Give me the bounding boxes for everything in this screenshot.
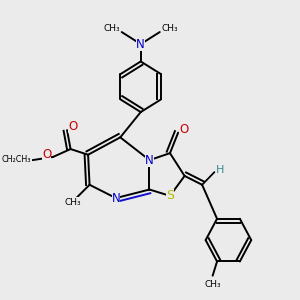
Text: ethyl: ethyl [11, 155, 30, 164]
Text: S: S [166, 189, 174, 202]
Text: O: O [179, 123, 189, 136]
Text: CH₃: CH₃ [162, 24, 178, 33]
Text: N: N [112, 192, 120, 205]
Text: H: H [216, 165, 224, 175]
Text: N: N [136, 38, 145, 51]
Text: O: O [68, 120, 77, 134]
Text: CH₃: CH₃ [64, 198, 81, 207]
Text: CH₃: CH₃ [103, 24, 120, 33]
Text: CH₃: CH₃ [204, 280, 221, 289]
Text: O: O [42, 148, 51, 161]
Text: CH₂CH₃: CH₂CH₃ [2, 155, 31, 164]
Text: N: N [145, 154, 154, 166]
